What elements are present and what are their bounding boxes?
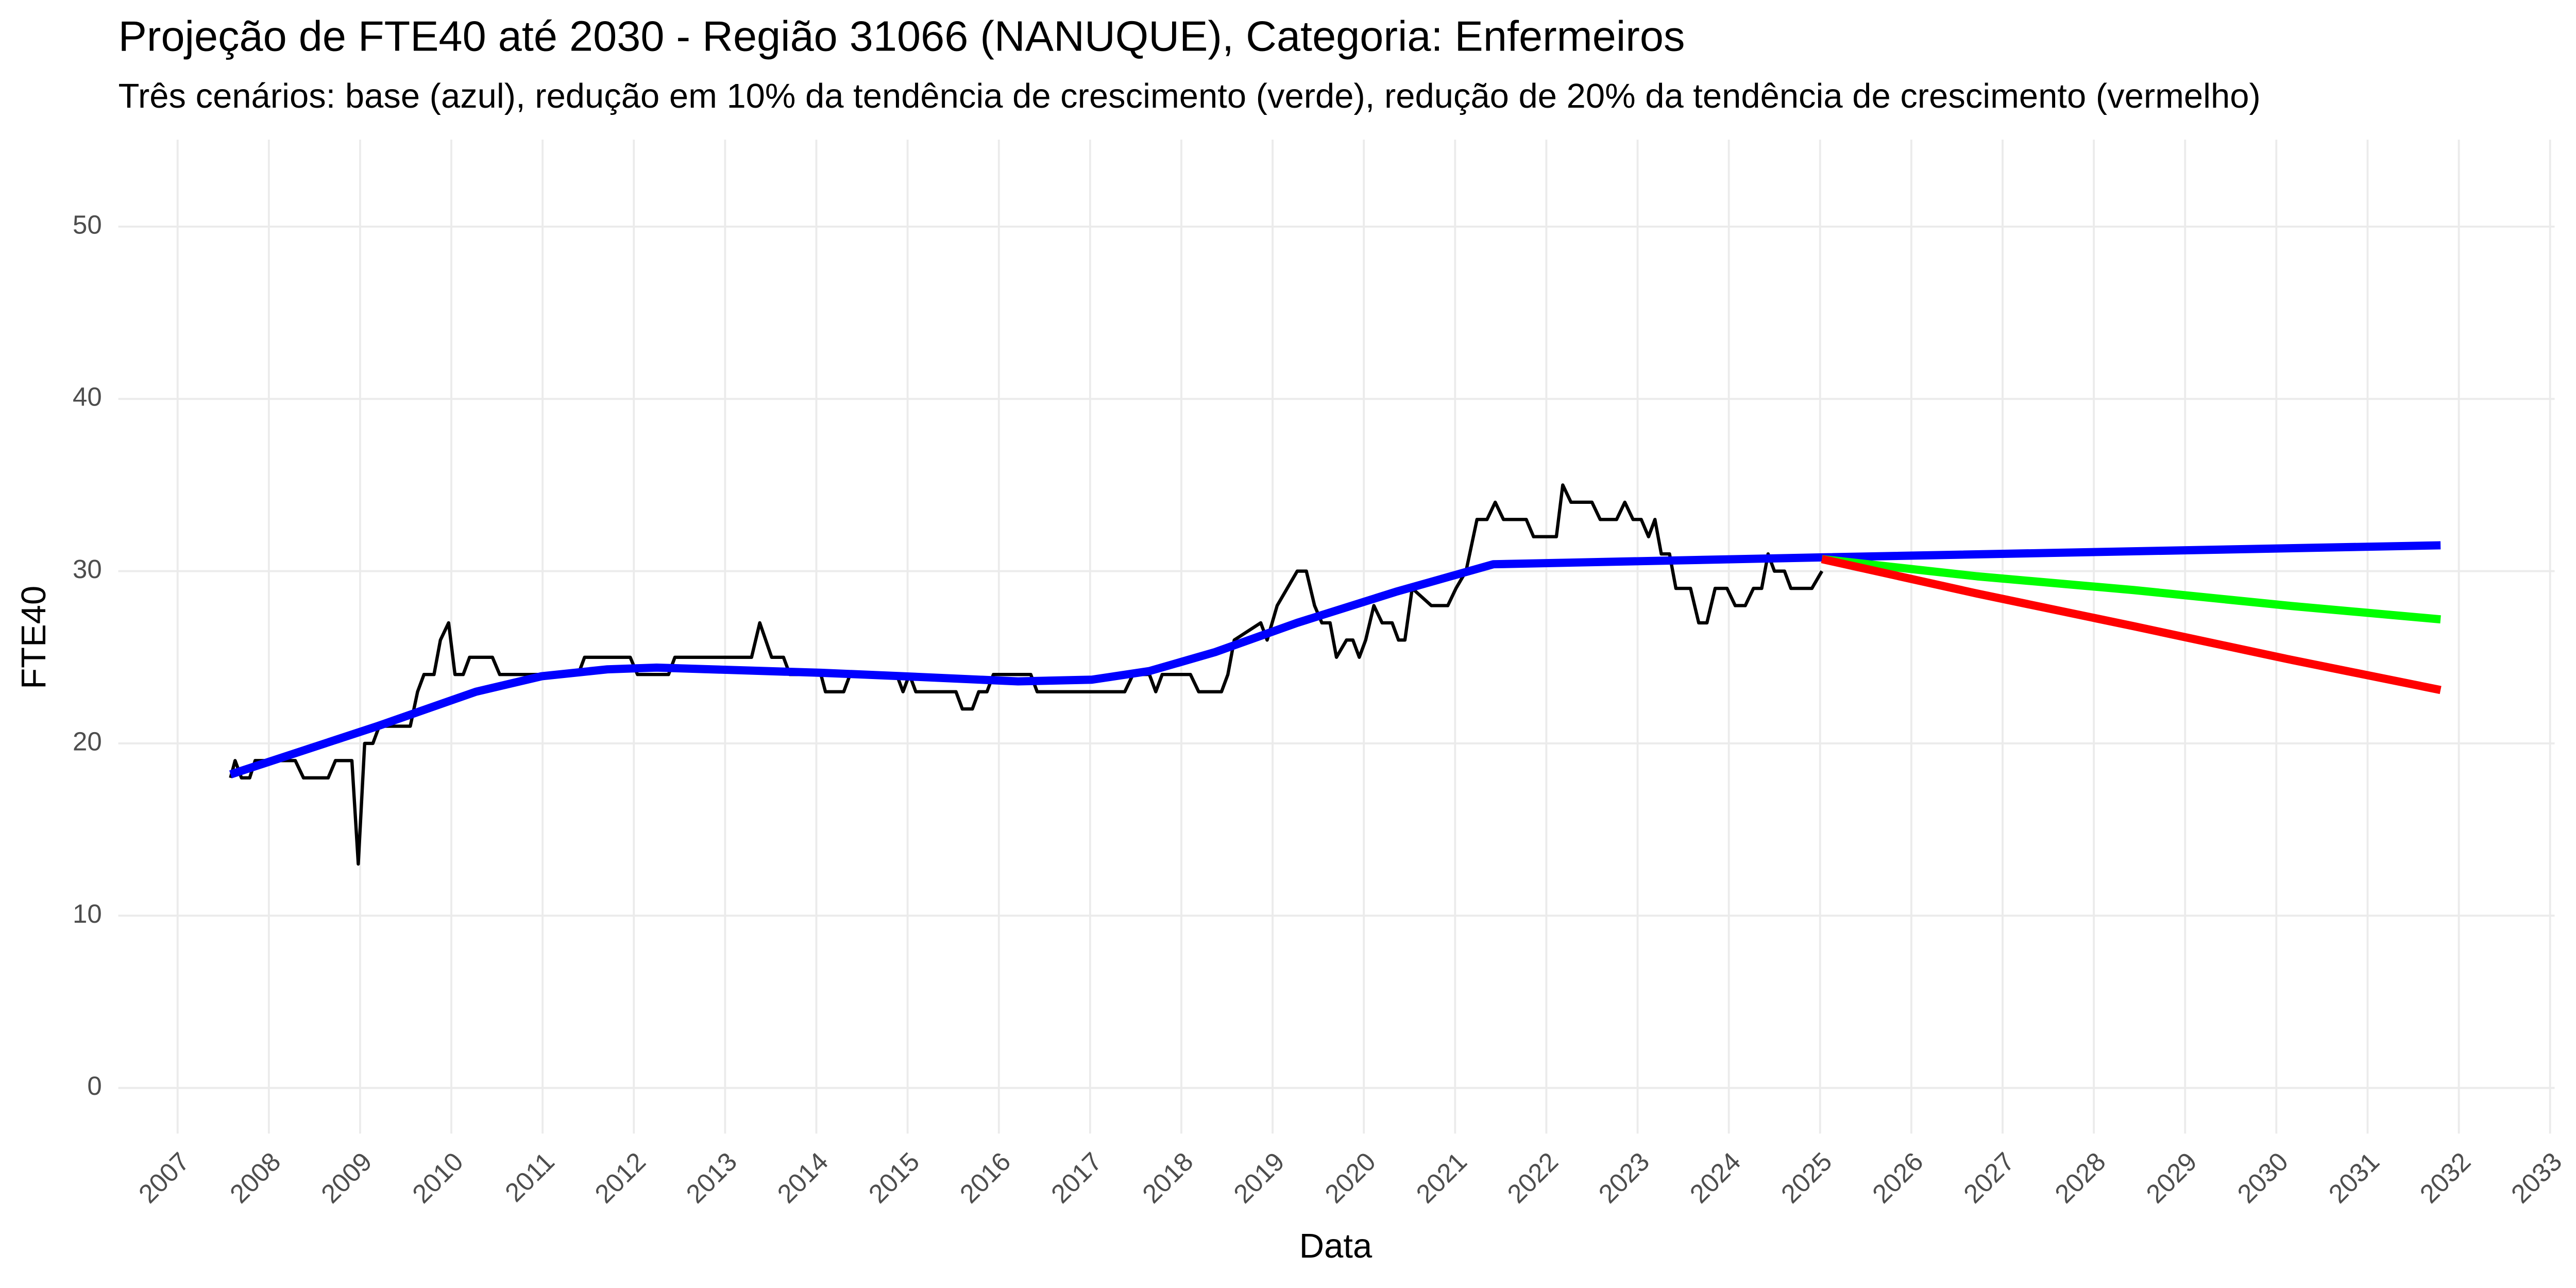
plot-area	[229, 483, 2442, 866]
chart-title: Projeção de FTE40 até 2030 - Região 3106…	[118, 12, 1685, 60]
y-axis-title: FTE40	[14, 586, 53, 689]
chart-subtitle: Três cenários: base (azul), redução em 1…	[118, 77, 2261, 115]
y-tick-label: 50	[73, 210, 102, 239]
y-tick-label: 0	[87, 1071, 101, 1100]
series-line	[1821, 555, 2441, 624]
series-line	[229, 541, 2441, 778]
y-tick-label: 10	[73, 899, 102, 928]
series-line	[1821, 555, 2442, 694]
y-tick-label: 20	[73, 726, 102, 756]
y-tick-label: 40	[73, 382, 102, 412]
y-tick-label: 30	[73, 554, 102, 584]
series-line	[229, 483, 1824, 866]
grid	[118, 140, 2555, 1134]
x-axis-title: Data	[1299, 1227, 1372, 1265]
